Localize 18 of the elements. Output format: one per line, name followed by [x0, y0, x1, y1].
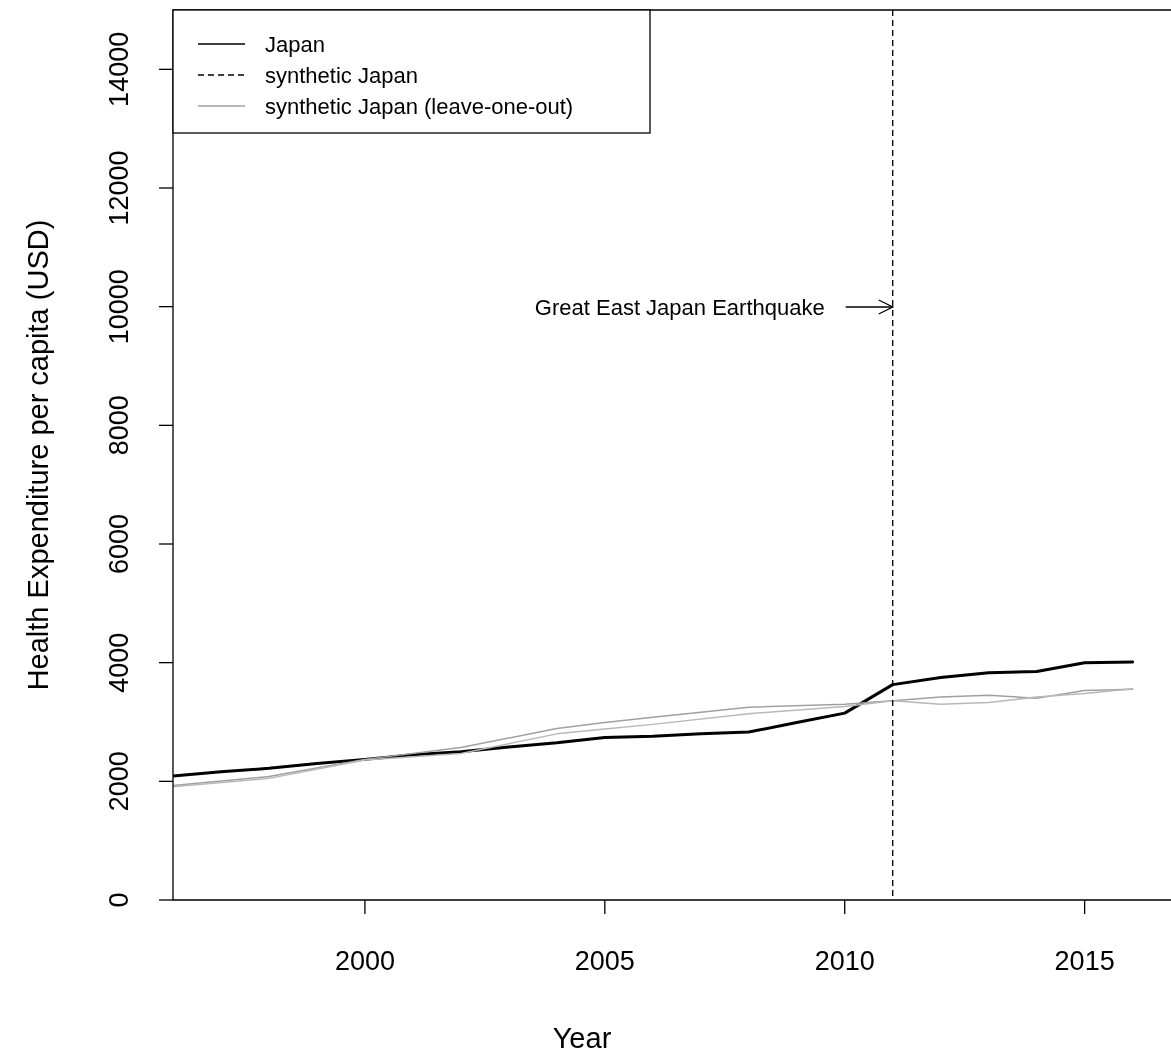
legend-label: Japan — [265, 31, 325, 57]
y-axis-title: Health Expenditure per capita (USD) — [22, 219, 54, 691]
y-tick-label: 8000 — [104, 395, 134, 456]
y-tick-label: 4000 — [104, 632, 134, 693]
y-tick-label: 10000 — [104, 269, 134, 345]
legend-label: synthetic Japan — [265, 62, 418, 88]
x-tick-label: 2000 — [334, 946, 395, 976]
y-tick-label: 2000 — [104, 751, 134, 812]
y-tick-label: 12000 — [104, 150, 134, 226]
y-tick-label: 6000 — [104, 513, 134, 575]
x-tick-label: 2010 — [814, 946, 875, 976]
y-tick-label: 14000 — [104, 31, 134, 107]
annotation: Great East Japan Earthquake — [534, 294, 825, 320]
x-tick-label: 2015 — [1054, 946, 1115, 976]
legend-label: synthetic Japan (leave-one-out) — [265, 93, 574, 119]
x-axis-title: Year — [552, 1022, 612, 1054]
x-tick-label: 2005 — [574, 946, 635, 976]
y-tick-label: 0 — [104, 892, 134, 908]
